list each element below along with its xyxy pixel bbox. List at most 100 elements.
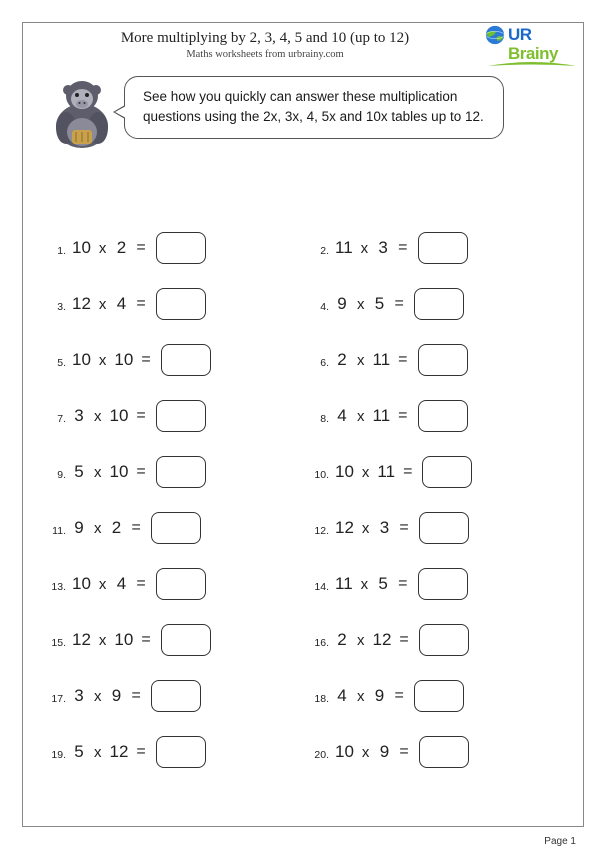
- answer-box[interactable]: [161, 624, 211, 656]
- operand-a: 2: [335, 350, 349, 370]
- operand-a: 11: [335, 574, 353, 594]
- question-number: 18.: [313, 693, 335, 705]
- answer-box[interactable]: [414, 680, 464, 712]
- answer-box[interactable]: [418, 568, 468, 600]
- operand-a: 5: [72, 462, 86, 482]
- operator: x: [90, 408, 106, 425]
- answer-box[interactable]: [418, 344, 468, 376]
- equals-sign: =: [128, 687, 147, 705]
- question-grid: 1.10x2=2.11x3=3.12x4=4.9x5=5.10x10=6.2x1…: [50, 220, 564, 807]
- equals-sign: =: [394, 407, 413, 425]
- equals-sign: =: [399, 463, 418, 481]
- expression: 9x2=: [72, 518, 147, 538]
- question-number: 19.: [50, 749, 72, 761]
- question-row: 17.3x9=: [50, 668, 301, 724]
- answer-box[interactable]: [156, 288, 206, 320]
- answer-box[interactable]: [418, 400, 468, 432]
- question-number: 7.: [50, 413, 72, 425]
- question-row: 19.5x12=: [50, 724, 301, 780]
- gorilla-icon: [46, 74, 118, 150]
- operand-b: 10: [110, 406, 129, 426]
- operand-a: 5: [72, 742, 86, 762]
- answer-box[interactable]: [422, 456, 472, 488]
- operator: x: [90, 688, 106, 705]
- operand-b: 9: [377, 742, 391, 762]
- operand-b: 3: [376, 238, 390, 258]
- answer-box[interactable]: [156, 400, 206, 432]
- equals-sign: =: [391, 687, 410, 705]
- operand-a: 10: [335, 462, 354, 482]
- equals-sign: =: [132, 743, 151, 761]
- operator: x: [357, 576, 373, 593]
- equals-sign: =: [395, 743, 414, 761]
- equals-sign: =: [128, 519, 147, 537]
- expression: 11x5=: [335, 574, 414, 594]
- operand-a: 9: [335, 294, 349, 314]
- operand-b: 2: [110, 518, 124, 538]
- question-number: 20.: [313, 749, 335, 761]
- operator: x: [358, 520, 374, 537]
- header-text: More multiplying by 2, 3, 4, 5 and 10 (u…: [40, 28, 490, 60]
- question-number: 12.: [313, 525, 335, 537]
- operand-b: 3: [377, 518, 391, 538]
- equals-sign: =: [394, 351, 413, 369]
- expression: 5x10=: [72, 462, 152, 482]
- question-row: 12.12x3=: [313, 500, 564, 556]
- equals-sign: =: [137, 631, 156, 649]
- question-number: 16.: [313, 637, 335, 649]
- equals-sign: =: [391, 295, 410, 313]
- question-number: 3.: [50, 301, 72, 313]
- answer-box[interactable]: [156, 736, 206, 768]
- question-number: 8.: [313, 413, 335, 425]
- operand-b: 5: [373, 294, 387, 314]
- question-number: 11.: [50, 525, 72, 537]
- expression: 12x3=: [335, 518, 415, 538]
- expression: 5x12=: [72, 742, 152, 762]
- equals-sign: =: [395, 631, 414, 649]
- answer-box[interactable]: [156, 232, 206, 264]
- question-row: 16.2x12=: [313, 612, 564, 668]
- question-row: 18.4x9=: [313, 668, 564, 724]
- answer-box[interactable]: [419, 512, 469, 544]
- question-row: 10.10x11=: [313, 444, 564, 500]
- answer-box[interactable]: [156, 456, 206, 488]
- answer-box[interactable]: [161, 344, 211, 376]
- expression: 10x9=: [335, 742, 415, 762]
- answer-box[interactable]: [419, 736, 469, 768]
- operand-b: 2: [114, 238, 128, 258]
- operator: x: [358, 744, 374, 761]
- operator: x: [353, 408, 369, 425]
- answer-box[interactable]: [419, 624, 469, 656]
- answer-box[interactable]: [418, 232, 468, 264]
- operand-a: 3: [72, 406, 86, 426]
- question-number: 13.: [50, 581, 72, 593]
- answer-box[interactable]: [156, 568, 206, 600]
- equals-sign: =: [394, 575, 413, 593]
- question-row: 6.2x11=: [313, 332, 564, 388]
- question-number: 9.: [50, 469, 72, 481]
- operator: x: [90, 464, 106, 481]
- answer-box[interactable]: [151, 680, 201, 712]
- equals-sign: =: [394, 239, 413, 257]
- question-number: 4.: [313, 301, 335, 313]
- answer-box[interactable]: [151, 512, 201, 544]
- question-row: 13.10x4=: [50, 556, 301, 612]
- operand-b: 11: [373, 350, 391, 370]
- expression: 2x11=: [335, 350, 414, 370]
- question-row: 14.11x5=: [313, 556, 564, 612]
- expression: 11x3=: [335, 238, 414, 258]
- operand-a: 10: [335, 742, 354, 762]
- expression: 10x10=: [72, 350, 157, 370]
- operand-b: 4: [114, 294, 128, 314]
- equals-sign: =: [132, 407, 151, 425]
- expression: 10x4=: [72, 574, 152, 594]
- question-row: 8.4x11=: [313, 388, 564, 444]
- instructions-text: See how you quickly can answer these mul…: [143, 89, 484, 124]
- operand-a: 3: [72, 686, 86, 706]
- question-row: 5.10x10=: [50, 332, 301, 388]
- operand-a: 10: [72, 238, 91, 258]
- question-row: 3.12x4=: [50, 276, 301, 332]
- answer-box[interactable]: [414, 288, 464, 320]
- expression: 3x9=: [72, 686, 147, 706]
- logo-text-ur: UR: [508, 26, 532, 43]
